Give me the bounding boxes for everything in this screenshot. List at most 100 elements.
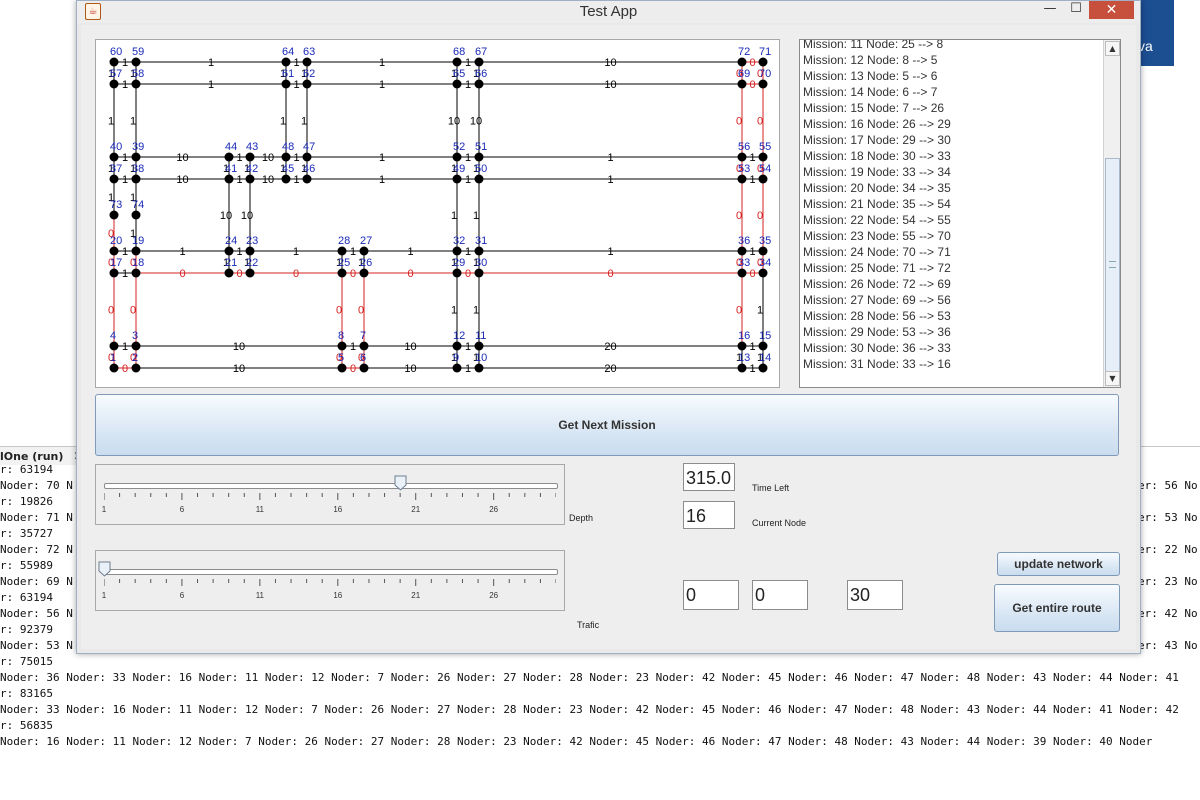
edge-weight-label: 10 [233,363,245,375]
edge-weight-label: 1 [757,305,763,317]
scroll-down-arrow-icon[interactable]: ▼ [1105,371,1120,386]
edge-weight-label: 1 [757,352,763,364]
node-label: 25 [338,257,350,269]
node-label: 30 [475,257,487,269]
mission-list-item[interactable]: Mission: 23 Node: 55 --> 70 [803,229,951,243]
node-label: 31 [475,235,487,247]
traffic-tick-labels: 1 6 11 16 21 26 [96,591,564,601]
edge-weight-label: 10 [176,152,188,164]
edge-weight-label: 0 [179,268,185,280]
node-label: 72 [738,46,750,58]
traffic-slider-ticks [104,579,556,586]
graph-node [452,57,462,67]
edge-weight-label: 0 [607,268,613,280]
edge-weight-label: 1 [607,246,613,258]
console-tab[interactable]: lOne (run) ✕ [0,447,91,465]
mission-items: Mission: 11 Node: 25 --> 8 Mission: 12 No… [803,39,1105,372]
console-line-right: er: 56 No [1138,479,1198,492]
mission-list-item[interactable]: Mission: 20 Node: 34 --> 35 [803,181,951,195]
mission-list-item[interactable]: Mission: 28 Node: 56 --> 53 [803,309,951,323]
window-title: Test App [579,3,638,20]
graph-node [224,152,234,162]
mission-list-item[interactable]: Mission: 24 Node: 70 --> 71 [803,245,951,259]
graph-node [109,57,119,67]
graph-node [474,363,484,373]
edge-weight-label: 1 [473,352,479,364]
edge-weight-label: 1 [749,341,755,353]
node-label: 40 [110,141,122,153]
edge-weight-label: 1 [465,341,471,353]
edge-weight-label: 1 [379,79,385,91]
mission-list-item[interactable]: Mission: 27 Node: 69 --> 56 [803,293,951,307]
node-label: 67 [475,46,487,58]
console-line-right: er: 53 No [1138,511,1198,524]
time-left-field[interactable]: 315.0 [683,463,735,491]
edge-weight-label: 0 [736,68,742,80]
traffic-slider[interactable]: 1 6 11 16 21 26 [95,550,565,611]
scroll-up-arrow-icon[interactable]: ▲ [1105,41,1120,56]
console-line-right: er: 22 No [1138,543,1198,556]
edge-weight-label: 1 [473,257,479,269]
maximize-button[interactable]: ☐ [1070,1,1082,16]
mission-list-item[interactable]: Mission: 22 Node: 54 --> 55 [803,213,951,227]
edge-weight-label: 0 [736,163,742,175]
edge-weight-label: 10 [241,210,253,222]
edge-weight-label: 10 [262,152,274,164]
mission-list-item[interactable]: Mission: 26 Node: 72 --> 69 [803,277,951,291]
graph-node [359,341,369,351]
graph-node [474,174,484,184]
minimize-button[interactable]: — [1043,1,1057,16]
node-label: 17 [110,257,122,269]
mission-list-item[interactable]: Mission: 14 Node: 6 --> 7 [803,85,938,99]
input-field-c[interactable]: 30 [847,580,903,610]
edge-weight-label: 0 [736,257,742,269]
mission-list-item[interactable]: Mission: 13 Node: 5 --> 6 [803,69,938,83]
mission-list-scrollbar[interactable]: ▲ ▼ [1103,40,1120,387]
mission-list-item[interactable]: Mission: 11 Node: 25 --> 8 [803,39,944,51]
edge-weight-label: 0 [130,352,136,364]
node-label: 21 [225,257,237,269]
mission-list-item[interactable]: Mission: 15 Node: 7 --> 26 [803,101,945,115]
edge-weight-label: 1 [607,174,613,186]
mission-list-item[interactable]: Mission: 31 Node: 33 --> 16 [803,357,951,371]
edge-weight-label: 0 [407,268,413,280]
scroll-thumb[interactable] [1105,158,1120,372]
node-label: 66 [475,68,487,80]
traffic-slider-thumb[interactable] [98,561,111,577]
edge-weight-label: 0 [749,79,755,91]
network-graph-panel[interactable]: 1 1 1 1 1 10 0 1 1 1 1 1 10 0 1 10 1 10 1 1 1 1 1 1 10 1 10 1 1 1 1 1 1 1… [95,39,780,388]
depth-slider[interactable]: 1 6 11 16 21 26 [95,464,565,525]
get-next-mission-button[interactable]: Get Next Mission [95,394,1119,456]
input-field-b[interactable]: 0 [752,580,808,610]
mission-list-item[interactable]: Mission: 18 Node: 30 --> 33 [803,149,951,163]
input-field-a[interactable]: 0 [683,580,739,610]
node-label: 14 [759,352,771,364]
slider-tick-label: 26 [489,505,499,514]
get-entire-route-button[interactable]: Get entire route [994,584,1120,632]
mission-list[interactable]: Mission: 11 Node: 25 --> 8 Mission: 12 No… [799,39,1121,388]
mission-list-item[interactable]: Mission: 21 Node: 35 --> 54 [803,197,951,211]
close-button[interactable]: ✕ [1089,1,1134,19]
mission-list-item[interactable]: Mission: 16 Node: 26 --> 29 [803,117,951,131]
edge-weight-label: 1 [301,68,307,80]
mission-list-item[interactable]: Mission: 29 Node: 53 --> 36 [803,325,951,339]
edge-weight-label: 1 [236,246,242,258]
depth-slider-track[interactable] [104,483,558,489]
mission-list-item[interactable]: Mission: 19 Node: 33 --> 34 [803,165,951,179]
mission-list-item[interactable]: Mission: 17 Node: 29 --> 30 [803,133,951,147]
depth-slider-thumb[interactable] [394,475,407,491]
node-label: 24 [225,235,237,247]
edge-weight-label: 0 [350,363,356,375]
mission-list-item[interactable]: Mission: 12 Node: 8 --> 5 [803,53,938,67]
edge-weight-label: 10 [404,363,416,375]
update-network-button[interactable]: update network [997,552,1120,576]
current-node-field[interactable]: 16 [683,501,735,529]
mission-list-item[interactable]: Mission: 25 Node: 71 --> 72 [803,261,951,275]
edge-weight-label: 1 [473,68,479,80]
edge-weight-label: 1 [130,116,136,128]
traffic-slider-track[interactable] [104,569,558,575]
mission-list-item[interactable]: Mission: 30 Node: 36 --> 33 [803,341,951,355]
node-label: 13 [738,352,750,364]
console-line: Noder: 70 N [0,479,73,492]
edge-weight-label: 1 [336,257,342,269]
